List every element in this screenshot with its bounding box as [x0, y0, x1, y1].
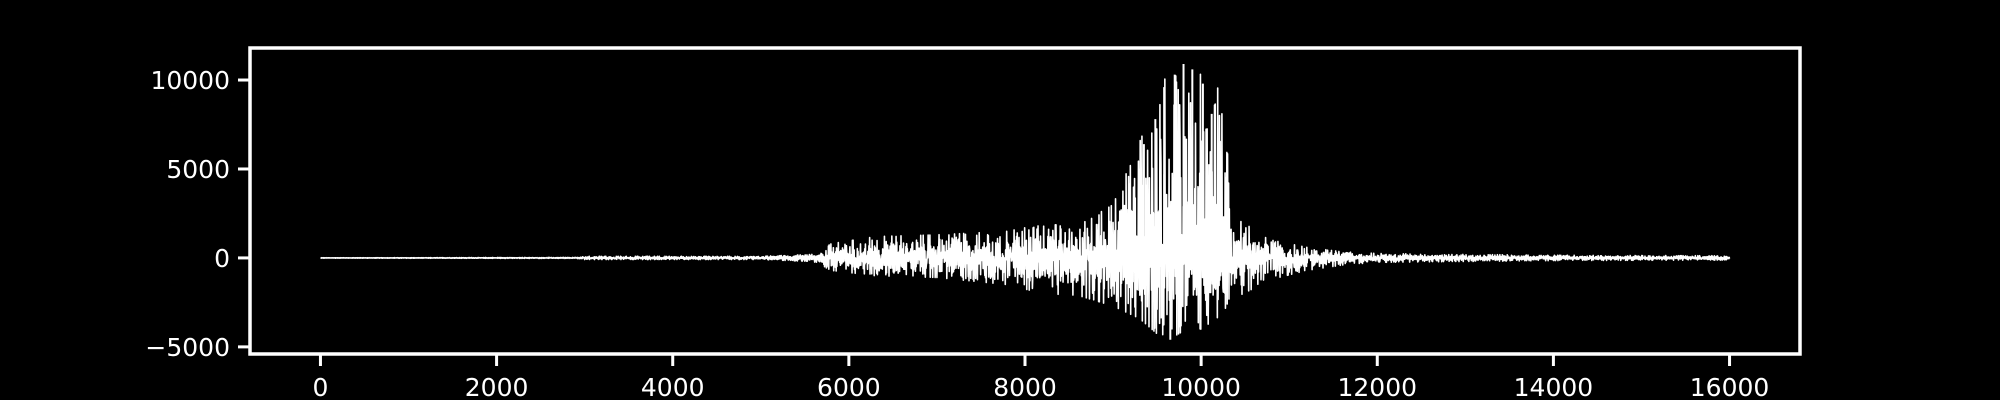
x-tick-label: 6000	[817, 373, 881, 400]
x-tick-label: 4000	[641, 373, 705, 400]
x-tick-label: 0	[313, 373, 329, 400]
y-tick-label: 0	[214, 244, 230, 273]
x-axis: 0 2000 4000 6000 8000 10000 12000 14000 16000	[313, 354, 1770, 400]
x-tick-label: 8000	[993, 373, 1057, 400]
x-tick-label: 14000	[1514, 373, 1594, 400]
x-tick-label: 2000	[465, 373, 529, 400]
x-tick-label: 16000	[1690, 373, 1770, 400]
y-tick-label: 5000	[166, 155, 230, 184]
x-tick-label: 12000	[1338, 373, 1418, 400]
y-tick-label: −5000	[145, 333, 230, 362]
y-axis: −5000 0 5000 10000	[145, 66, 250, 362]
x-tick-label: 10000	[1161, 373, 1241, 400]
series-line-0	[320, 73, 1731, 336]
y-tick-label: 10000	[150, 66, 230, 95]
plot-frame	[248, 46, 1802, 356]
plot-area	[320, 64, 1731, 340]
